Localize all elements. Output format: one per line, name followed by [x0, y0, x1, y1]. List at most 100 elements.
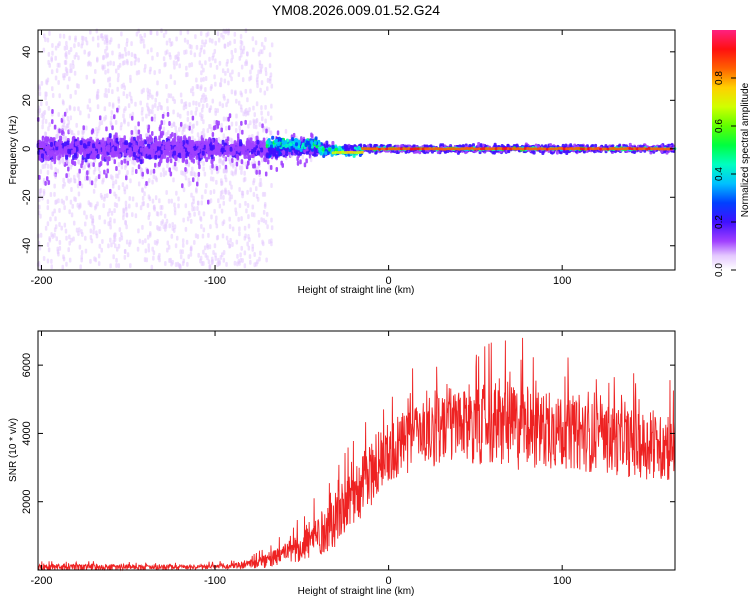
spectrogram-cell	[504, 147, 508, 151]
spectrogram-cell	[227, 80, 230, 86]
spectrogram-cell	[77, 130, 80, 136]
spectrogram-cell	[49, 151, 53, 157]
spectrogram-cell	[44, 37, 47, 43]
spectrogram-cell	[68, 35, 72, 41]
spectrogram-cell	[152, 174, 156, 180]
spectrogram-cell	[264, 104, 267, 110]
spectrogram-cell	[70, 187, 73, 193]
spectrogram-cell	[101, 179, 104, 185]
spectrogram-cell	[63, 45, 67, 51]
spectrogram-cell	[165, 84, 168, 90]
spectrogram-cell	[177, 51, 180, 57]
spectrogram-cell	[214, 140, 218, 146]
spectrogram-cell	[239, 257, 243, 263]
spectrogram-cell	[224, 145, 228, 151]
spectrogram-cell	[187, 254, 190, 260]
spectrogram-cell	[121, 53, 125, 59]
spectrogram-cell	[108, 82, 112, 88]
spectrogram-cell	[255, 117, 259, 123]
spectrogram-cell	[234, 166, 238, 172]
spectrogram-cell	[180, 146, 184, 152]
spectrogram-cell	[87, 148, 91, 154]
spectrogram-cell	[169, 54, 172, 60]
spectrogram-cell	[63, 141, 67, 147]
spectrogram-cell	[210, 159, 214, 165]
spectrogram-cell	[370, 147, 374, 151]
spectrogram-cell	[130, 129, 134, 135]
spectrogram-cell	[130, 41, 133, 47]
spectrogram-cell	[222, 249, 226, 255]
spectrogram-cell	[263, 203, 267, 209]
spectrogram-cell	[191, 135, 194, 141]
spectrogram-cell	[139, 205, 143, 211]
spectrogram-cell	[209, 224, 212, 230]
spectrogram-cell	[164, 29, 168, 35]
spectrogram-cell	[208, 264, 211, 270]
spectrogram-cell	[117, 263, 121, 269]
spectrogram-cell	[47, 126, 50, 132]
spectrogram-cell	[158, 101, 161, 107]
spectrogram-cell	[260, 217, 263, 223]
spectrogram-cell	[269, 115, 273, 121]
spectrogram-cell	[139, 159, 143, 165]
spectrogram-cell	[596, 146, 600, 150]
spectrogram-cell	[46, 37, 50, 43]
spectrogram-cell	[234, 48, 237, 54]
spectrogram-cell	[87, 113, 91, 119]
spectrogram-cell	[202, 261, 205, 267]
spectrogram-cell	[241, 77, 245, 83]
spectrogram-cell	[165, 131, 168, 137]
spectrogram-cell	[265, 257, 268, 263]
spectrogram-cell	[191, 166, 194, 172]
spectrogram-cell	[497, 147, 501, 151]
spectrogram-cell	[465, 147, 469, 151]
spectrogram-cell	[89, 234, 93, 240]
spectrogram-cell	[123, 158, 127, 164]
spectrogram-cell	[119, 142, 123, 148]
spectrogram-cell	[197, 252, 200, 258]
spectrogram-cell	[145, 147, 149, 153]
spectrogram-cell	[210, 145, 214, 151]
spectrogram-cell	[75, 122, 78, 128]
spectrogram-cell	[166, 98, 169, 104]
spectrogram-cell	[399, 147, 403, 151]
spectrogram-cell	[159, 172, 163, 178]
spectrogram-cell	[238, 125, 242, 131]
spectrogram-cell	[254, 124, 258, 130]
spectrogram-cell	[231, 54, 234, 60]
spectrogram-cell	[113, 218, 116, 224]
spectrogram-cell	[212, 189, 216, 195]
spectrogram-cell	[246, 51, 249, 57]
spectrogram-cell	[41, 164, 45, 170]
spectrogram-cell	[146, 234, 150, 240]
spectrogram-cell	[69, 164, 73, 170]
spectrogram-cell	[39, 232, 43, 238]
spectrogram-cell	[260, 147, 264, 153]
spectrogram-cell	[625, 147, 629, 151]
spectrogram-cell	[149, 170, 153, 176]
spectrogram-cell	[245, 59, 248, 65]
spectrogram-cell	[246, 189, 249, 195]
spectrogram-cell	[85, 214, 88, 220]
spectrogram-cell	[225, 235, 229, 241]
spectrogram-cell	[235, 98, 238, 104]
spectrogram-cell	[41, 195, 44, 201]
spectrogram-cell	[601, 147, 605, 151]
spectrogram-cell	[58, 62, 61, 68]
spectrogram-cell	[110, 115, 113, 121]
spectrogram-cell	[455, 147, 459, 151]
spectrogram-cell	[545, 147, 549, 151]
spectrogram-cell	[169, 171, 173, 177]
spectrogram-cell	[58, 207, 61, 213]
spectrogram-cell	[226, 68, 230, 74]
spectrogram-cell	[190, 110, 193, 116]
spectrogram-cell	[162, 126, 166, 132]
spectrogram-cell	[192, 199, 195, 205]
spectrogram-cell	[249, 137, 253, 143]
spectrogram-cell	[468, 143, 472, 148]
spectrogram-cell	[105, 193, 109, 199]
spectrogram-cell	[608, 147, 612, 151]
spectrogram-cell	[237, 216, 240, 222]
spectrogram-cell	[103, 169, 106, 175]
spectrogram-cell	[296, 160, 300, 166]
